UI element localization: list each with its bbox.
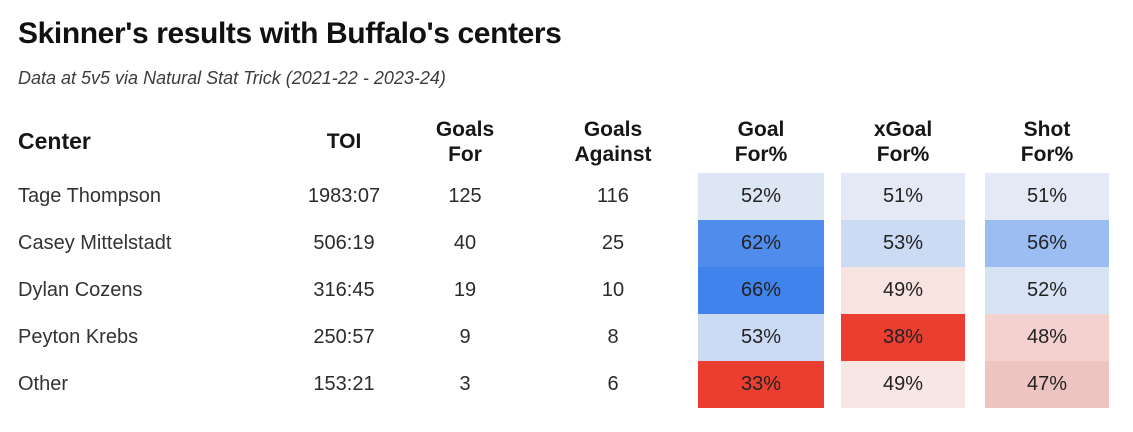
- goals-against-cell: 10: [601, 279, 625, 301]
- toi-cell: 250:57: [313, 326, 375, 348]
- column-header-line: Goals: [435, 117, 495, 141]
- player-name-cell: Other: [18, 373, 69, 395]
- player-name-cell: Tage Thompson: [18, 185, 162, 207]
- toi-cell: 316:45: [313, 279, 375, 301]
- column-gap: [965, 361, 985, 408]
- page-subtitle: Data at 5v5 via Natural Stat Trick (2021…: [18, 68, 446, 88]
- column-header-line: For%: [734, 142, 788, 166]
- shot-for-pct-heatmap-cell: 52%: [985, 267, 1109, 314]
- shot-for-pct-heatmap-cell: 48%: [985, 314, 1109, 361]
- goal-for-pct-heatmap-cell: 52%: [698, 173, 824, 220]
- goal-for-pct-heatmap-cell: 62%: [698, 220, 824, 267]
- column-gap: [824, 220, 841, 267]
- goal-for-pct-heatmap-cell: 53%: [698, 314, 824, 361]
- goals-for-cell: 40: [453, 232, 477, 254]
- player-name-cell: Dylan Cozens: [18, 279, 143, 301]
- column-gap: [824, 361, 841, 408]
- column-header-line: For%: [1020, 142, 1074, 166]
- column-gap: [824, 267, 841, 314]
- shot-for-pct-heatmap-cell: 51%: [985, 173, 1109, 220]
- player-name-cell: Casey Mittelstadt: [18, 232, 172, 254]
- player-name-cell: Peyton Krebs: [18, 326, 139, 348]
- shot-for-pct-heatmap-cell: 47%: [985, 361, 1109, 408]
- column-gap: [965, 267, 985, 314]
- column-header-line: For%: [876, 142, 930, 166]
- column-header-line: TOI: [326, 130, 362, 153]
- xgoal-for-pct-heatmap-cell: 51%: [841, 173, 965, 220]
- goals-for-cell: 19: [453, 279, 477, 301]
- xgoal-for-pct-heatmap-cell: 49%: [841, 267, 965, 314]
- column-header-line: Shot: [1023, 117, 1071, 141]
- goals-for-cell: 9: [459, 326, 471, 348]
- xgoal-for-pct-heatmap-cell: 38%: [841, 314, 965, 361]
- page-title: Skinner's results with Buffalo's centers: [18, 17, 562, 50]
- goals-for-cell: 3: [459, 373, 471, 395]
- table-row: Tage Thompson 1983:07 125 116 52% 51% 51…: [0, 173, 1133, 220]
- xgoal-for-pct-heatmap-cell: 49%: [841, 361, 965, 408]
- table-header-row: Center TOI Goals For Goals Against Goal …: [0, 110, 1133, 173]
- goal-for-pct-heatmap-cell: 66%: [698, 267, 824, 314]
- column-header-line: Goal: [737, 117, 785, 141]
- column-header-line: xGoal: [873, 117, 933, 141]
- column-gap: [965, 110, 985, 173]
- table-row: Dylan Cozens 316:45 19 10 66% 49% 52%: [0, 267, 1133, 314]
- column-header-line: Center: [18, 128, 91, 154]
- goals-against-cell: 116: [597, 185, 629, 207]
- toi-cell: 506:19: [313, 232, 375, 254]
- column-gap: [824, 314, 841, 361]
- column-header-line: For: [448, 142, 482, 166]
- column-header-goal-for-pct: Goal For%: [698, 110, 824, 173]
- column-header-shot-for-pct: Shot For%: [985, 110, 1109, 173]
- table-row: Peyton Krebs 250:57 9 8 53% 38% 48%: [0, 314, 1133, 361]
- goals-for-cell: 125: [448, 185, 482, 207]
- table-row: Casey Mittelstadt 506:19 40 25 62% 53% 5…: [0, 220, 1133, 267]
- column-header-xgoal-for-pct: xGoal For%: [841, 110, 965, 173]
- results-card: Skinner's results with Buffalo's centers…: [0, 16, 1133, 432]
- toi-cell: 153:21: [313, 373, 375, 395]
- xgoal-for-pct-heatmap-cell: 53%: [841, 220, 965, 267]
- column-header-goals-against: Goals Against: [528, 110, 698, 173]
- toi-cell: 1983:07: [307, 185, 381, 207]
- goals-against-cell: 8: [607, 326, 619, 348]
- column-header-toi: TOI: [286, 110, 402, 173]
- column-header-goals-for: Goals For: [402, 110, 528, 173]
- column-gap: [824, 173, 841, 220]
- column-header-line: Goals: [583, 117, 643, 141]
- column-header-center: Center: [0, 110, 286, 173]
- table-row: Other 153:21 3 6 33% 49% 47%: [0, 361, 1133, 408]
- goal-for-pct-heatmap-cell: 33%: [698, 361, 824, 408]
- column-gap: [965, 220, 985, 267]
- column-gap: [965, 314, 985, 361]
- shot-for-pct-heatmap-cell: 56%: [985, 220, 1109, 267]
- goals-against-cell: 6: [607, 373, 619, 395]
- column-gap: [824, 110, 841, 173]
- column-gap: [965, 173, 985, 220]
- column-header-line: Against: [574, 142, 652, 166]
- goals-against-cell: 25: [601, 232, 625, 254]
